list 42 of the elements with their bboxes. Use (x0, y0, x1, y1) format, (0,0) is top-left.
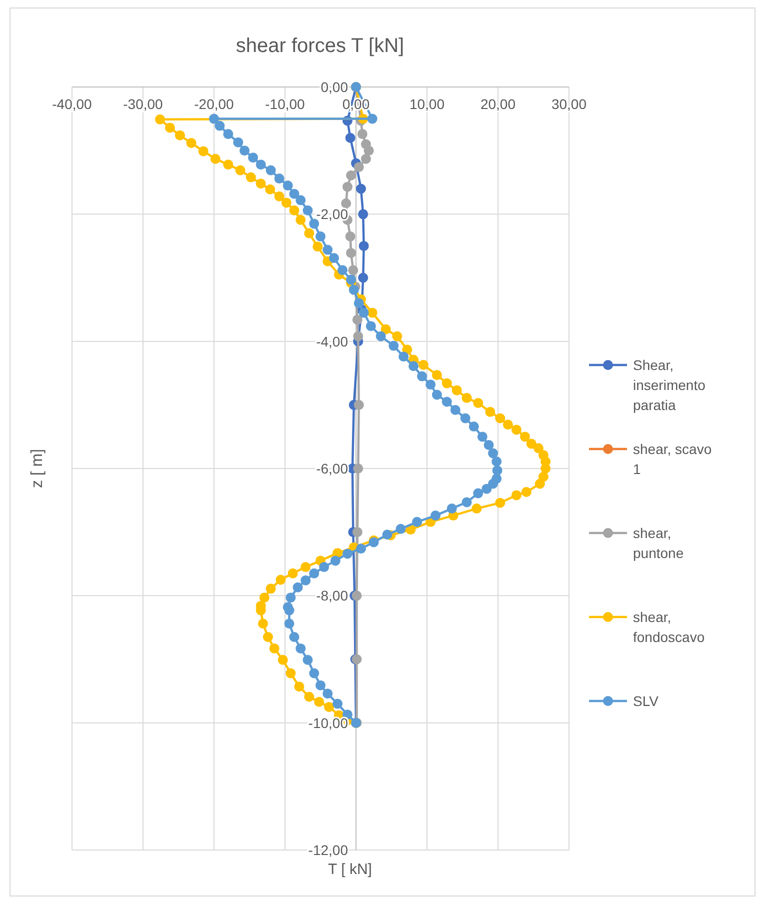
y-tick-label: -10,00 (308, 714, 348, 731)
point (346, 170, 356, 180)
point (352, 314, 362, 325)
point (341, 198, 352, 208)
point (342, 182, 352, 192)
x-tick-label: 30,00 (551, 96, 587, 112)
point (345, 132, 356, 143)
y-tick-label: -2,00 (316, 206, 348, 222)
legend-label: shear, scavo 1 (633, 441, 712, 477)
point (360, 154, 371, 164)
point (358, 240, 369, 251)
y-tick-label: -8,00 (316, 588, 348, 604)
legend-label: shear, fondoscavo (633, 609, 705, 645)
x-tick-label: 20,00 (480, 96, 516, 112)
x-tick-label: -30,00 (123, 96, 164, 112)
point (352, 527, 362, 538)
y-tick-label: 0,00 (320, 79, 348, 95)
y-axis-title: z [ m] (29, 448, 46, 488)
chart-title: shear forces T [kN] (236, 35, 404, 57)
x-axis-title: T [ kN] (328, 861, 372, 878)
point (353, 331, 364, 342)
point (364, 146, 374, 156)
y-tick-label: -4,00 (316, 333, 348, 350)
point (356, 184, 366, 194)
point (354, 400, 364, 410)
point (358, 272, 368, 283)
y-tick-label: -6,00 (316, 460, 348, 476)
point (354, 162, 364, 172)
point (348, 265, 358, 276)
legend-label: Shear, inserimento paratia (633, 357, 706, 413)
point (357, 129, 368, 140)
point (353, 464, 364, 474)
point (346, 248, 356, 258)
x-tick-label: -10,00 (265, 96, 306, 112)
point (358, 209, 368, 220)
y-tick-label: -12,00 (308, 842, 348, 858)
x-tick-label: -20,00 (194, 96, 234, 112)
x-tick-label: 10,00 (409, 96, 445, 112)
legend-label: shear, puntone (633, 525, 684, 561)
point (345, 231, 356, 242)
x-tick-label: -40,00 (52, 96, 92, 112)
legend-label: SLV (633, 693, 660, 709)
